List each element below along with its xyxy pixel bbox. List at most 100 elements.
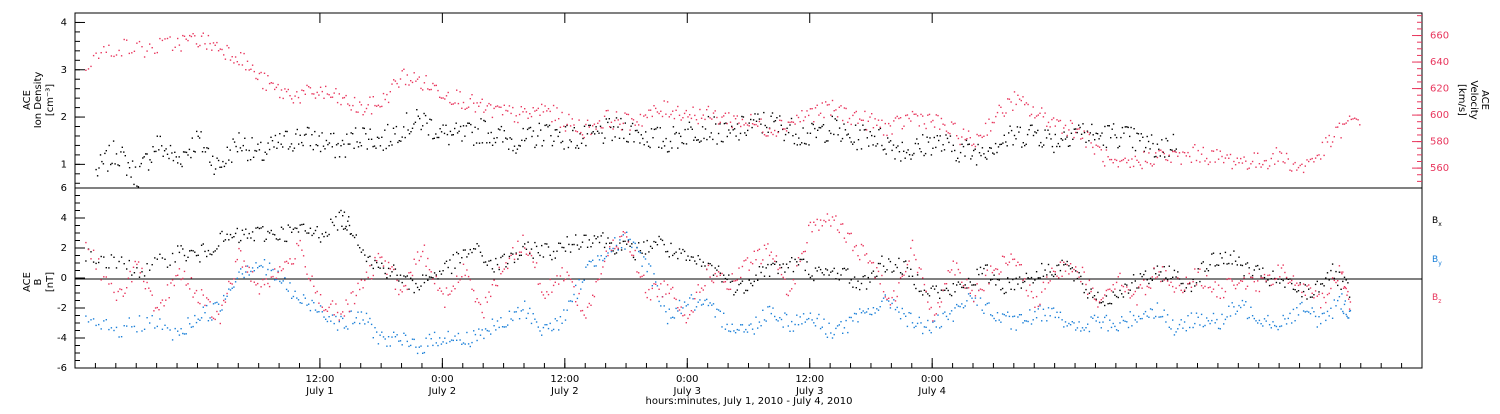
ion-density-series-point	[652, 137, 654, 139]
velocity-series-point	[731, 126, 733, 129]
bz-series-point	[620, 235, 623, 237]
bz-series-point	[894, 300, 897, 302]
bx-series-point	[1166, 279, 1169, 281]
velocity-series-point	[563, 125, 565, 127]
ion-density-series-point	[521, 139, 523, 141]
bx-series-point	[716, 269, 718, 271]
bx-series-point	[1297, 290, 1300, 292]
bz-series-point	[719, 274, 721, 276]
bx-series-point	[374, 259, 376, 262]
velocity-series-point	[1326, 141, 1329, 143]
by-series-point	[937, 314, 939, 316]
by-series-point	[631, 246, 633, 249]
ion-density-series-point	[916, 138, 918, 140]
bx-series-point	[646, 239, 648, 242]
by-series-point	[313, 302, 315, 304]
bx-series-point	[838, 279, 840, 281]
bz-series-point	[505, 262, 507, 264]
velocity-series-point	[588, 126, 590, 128]
velocity-series-point	[1209, 161, 1211, 163]
ion-density-series-point	[127, 162, 129, 164]
ion-density-series-point	[1101, 132, 1103, 134]
by-series-point	[464, 343, 466, 345]
bx-series-point	[250, 237, 252, 239]
by-series-point	[364, 323, 366, 325]
bx-series-point	[1029, 278, 1031, 280]
ion-density-series-point	[620, 117, 622, 120]
bz-series-point	[1102, 297, 1104, 299]
velocity-series-point	[207, 34, 210, 37]
ion-density-series-point	[981, 147, 984, 149]
velocity-series-point	[319, 86, 322, 88]
bz-series-point	[845, 241, 847, 243]
by-series-point	[726, 323, 728, 326]
bx-series-point	[799, 258, 801, 261]
velocity-series-point	[961, 136, 963, 138]
velocity-series-point	[1292, 163, 1295, 165]
bottom-tick-label: 4	[61, 213, 67, 224]
bz-series-point	[113, 291, 115, 294]
velocity-series-point	[1063, 127, 1065, 129]
by-series-point	[1127, 326, 1130, 329]
bx-series-point	[253, 239, 255, 242]
by-series-point	[590, 261, 592, 263]
ion-density-series-point	[798, 137, 800, 139]
bx-series-point	[304, 230, 306, 232]
velocity-series-point	[1098, 146, 1101, 148]
velocity-series-point	[568, 113, 570, 116]
ion-density-series-point	[252, 156, 255, 158]
top-right-tick-label: 640	[1430, 57, 1449, 68]
ion-density-series-point	[340, 145, 342, 147]
bz-series-point	[1013, 258, 1016, 260]
by-series-point	[233, 286, 235, 288]
bz-series-point	[467, 275, 470, 278]
bz-series-point	[1030, 290, 1033, 293]
velocity-series-point	[1318, 154, 1320, 156]
velocity-series-point	[435, 84, 437, 87]
bx-series-point	[717, 265, 720, 267]
ion-density-series-point	[1091, 123, 1093, 126]
ion-density-series-point	[128, 167, 131, 169]
bz-series-point	[1342, 287, 1345, 289]
ion-density-series-point	[553, 140, 555, 142]
bz-series-point	[268, 285, 271, 288]
ion-density-series-point	[1048, 133, 1051, 135]
bz-series-point	[144, 288, 147, 290]
bz-series-point	[614, 247, 616, 250]
velocity-series-point	[128, 52, 130, 55]
ion-density-series-point	[137, 186, 140, 188]
ion-density-series-point	[194, 151, 196, 153]
velocity-series-point	[935, 114, 937, 116]
by-series-point	[274, 279, 276, 281]
ion-density-series-point	[1153, 156, 1156, 158]
by-series-point	[603, 257, 606, 260]
velocity-series-point	[1100, 149, 1102, 151]
bz-series-point	[149, 290, 152, 292]
velocity-series-point	[694, 114, 696, 117]
velocity-series-point	[501, 114, 504, 116]
ion-density-series-point	[357, 146, 360, 148]
bz-series-point	[1061, 275, 1063, 277]
velocity-series-point	[740, 125, 742, 128]
bx-series-point	[670, 242, 672, 245]
ion-density-series-point	[627, 141, 629, 143]
bx-series-point	[796, 261, 798, 263]
velocity-series-point	[784, 128, 786, 130]
bx-series-point	[959, 283, 961, 285]
velocity-series-point	[1083, 130, 1085, 132]
bx-series-point	[661, 239, 664, 242]
bx-series-point	[983, 267, 985, 270]
ion-density-series-point	[605, 118, 607, 120]
bx-series-point	[850, 279, 852, 281]
bz-series-point	[1112, 284, 1114, 286]
ion-density-series-point	[481, 142, 484, 144]
ion-density-series-point	[241, 150, 243, 152]
bx-series-point	[98, 261, 100, 264]
bz-series-point	[250, 280, 252, 282]
bx-series-point	[498, 268, 500, 271]
ion-density-series-point	[1098, 138, 1100, 140]
ion-density-series-point	[420, 128, 422, 131]
velocity-series-point	[1231, 167, 1233, 170]
by-series-point	[294, 290, 296, 292]
velocity-series-point	[908, 117, 910, 120]
